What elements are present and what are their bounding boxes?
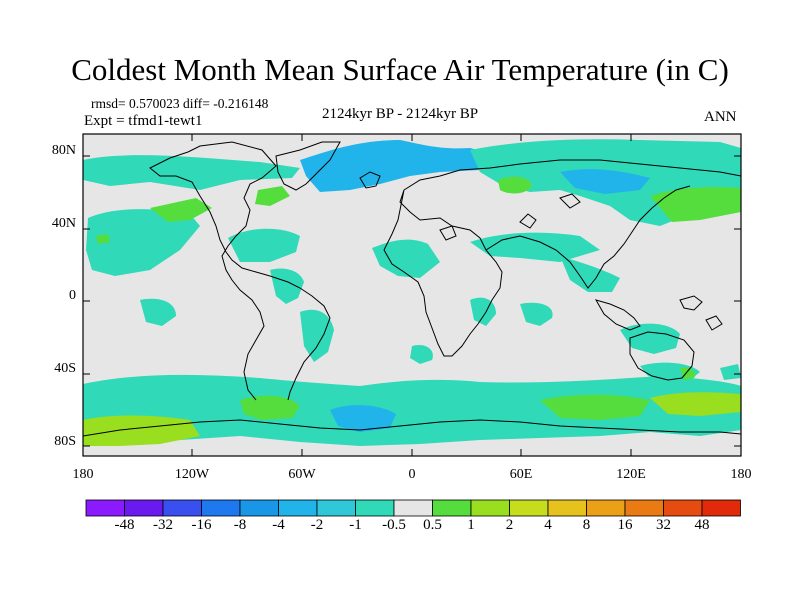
colorbar-label: 8: [582, 517, 591, 533]
colorbar-label: 16: [617, 517, 633, 533]
colorbar-swatch: [509, 499, 549, 517]
colorbar-swatch: [162, 499, 202, 517]
coastline-segment: [403, 159, 741, 191]
coastline-segment: [439, 225, 457, 241]
colorbar-swatch: [85, 499, 125, 517]
plot-title: Coldest Month Mean Surface Air Temperatu…: [71, 52, 729, 87]
colorbar-swatch: [316, 499, 356, 517]
colorbar-swatch: [547, 499, 587, 517]
anomaly-patch-weak-negative: [720, 364, 741, 380]
coastline-segment: [275, 141, 341, 191]
coastline-segment: [83, 419, 741, 437]
anomaly-patch-weak-negative: [86, 209, 200, 276]
anomaly-patch-weak-negative: [228, 228, 300, 262]
coastline-segment: [383, 189, 503, 357]
colorbar-swatch: [432, 499, 472, 517]
y-label-0: 0: [69, 288, 76, 303]
colorbar-label: -16: [191, 517, 212, 533]
stats-label: rmsd= 0.570023 diff= -0.216148: [91, 96, 269, 111]
coastline-segment: [519, 213, 537, 229]
coastlines: [83, 141, 741, 437]
anomaly-patch-weak-negative: [83, 155, 300, 190]
colorbar-label: 0.5: [423, 517, 442, 533]
anomaly-patch-weak-positive: [680, 367, 696, 380]
anomaly-patch-weak-negative: [410, 344, 433, 364]
coastline-segment: [679, 295, 703, 311]
colorbar: [85, 499, 741, 517]
anomaly-patch-weak-positive: [96, 234, 110, 244]
anomaly-patch-weak-positive: [150, 198, 212, 222]
colorbar-swatch: [586, 499, 626, 517]
y-label-80n: 80N: [51, 143, 76, 158]
anomaly-patch-weak-negative: [140, 298, 176, 326]
anomaly-patch-weak-negative: [620, 323, 680, 354]
anomaly-patch-moderate-positive: [83, 415, 200, 446]
anomaly-patch-weak-negative: [372, 239, 440, 278]
anomaly-patch-weak-negative: [83, 374, 741, 446]
colorbar-label: 4: [544, 517, 552, 533]
colorbar-swatch: [355, 499, 395, 517]
y-label-40n: 40N: [51, 216, 76, 231]
x-label-60w: 60W: [288, 467, 316, 482]
x-label-120w: 120W: [174, 467, 210, 482]
coastline-segment: [594, 299, 641, 331]
anomaly-patch-weak-negative: [560, 256, 620, 292]
anomaly-patch-weak-positive: [650, 186, 741, 222]
colorbar-swatch: [239, 499, 279, 517]
anomaly-patches: [83, 139, 741, 446]
colorbar-label: 1: [467, 517, 475, 533]
anomaly-patch-weak-negative: [300, 309, 334, 362]
colorbar-swatch: [701, 499, 741, 517]
experiment-label: Expt = tfmd1-tewt1: [84, 113, 203, 129]
colorbar-label: 32: [656, 517, 671, 533]
coastline-segment: [705, 315, 723, 331]
x-label-0: 0: [408, 467, 416, 482]
axis-ticks: [82, 134, 742, 456]
period-label: 2124kyr BP - 2124kyr BP: [322, 106, 479, 122]
colorbar-swatch: [393, 499, 433, 517]
y-label-40s: 40S: [54, 361, 76, 376]
colorbar-swatch: [663, 499, 703, 517]
colorbar-label: -8: [233, 517, 247, 533]
coastline-segment: [359, 171, 381, 189]
coastline-segment: [149, 151, 271, 277]
coastline-segment: [559, 193, 581, 209]
x-label-120e: 120E: [616, 467, 646, 482]
colorbar-swatch: [201, 499, 241, 517]
x-label-180w: 180: [72, 467, 94, 482]
anomaly-patch-weak-negative: [520, 302, 553, 326]
colorbar-swatch: [470, 499, 510, 517]
anomaly-patch-weak-positive: [240, 395, 300, 420]
colorbar-label: 48: [694, 517, 710, 533]
coastline-segment: [629, 331, 695, 381]
coastline-segment: [269, 275, 331, 401]
anomaly-patch-moderate-positive: [650, 392, 741, 416]
colorbar-label: 2: [505, 517, 514, 533]
coastline-segment: [485, 185, 691, 289]
anomaly-patch-moderate-negative: [330, 405, 396, 432]
anomaly-patch-moderate-negative: [560, 169, 650, 194]
colorbar-label: -32: [153, 517, 173, 533]
season-label: ANN: [704, 109, 737, 125]
colorbar-label: -48: [114, 517, 135, 533]
anomaly-patch-weak-positive: [498, 176, 532, 194]
anomaly-patch-weak-negative: [270, 268, 304, 304]
anomaly-patch-weak-positive: [540, 394, 650, 420]
anomaly-patch-moderate-negative: [300, 140, 500, 192]
colorbar-swatch: [124, 499, 164, 517]
colorbar-label: -4: [272, 517, 285, 533]
colorbar-swatch: [624, 499, 664, 517]
colorbar-label: -1: [349, 517, 362, 533]
x-label-180e: 180: [730, 467, 752, 482]
anomaly-patch-weak-positive: [255, 186, 290, 206]
y-label-80s: 80S: [54, 434, 76, 449]
colorbar-swatch: [278, 499, 318, 517]
colorbar-label: -2: [310, 517, 324, 533]
colorbar-label: -0.5: [382, 517, 406, 533]
x-label-60e: 60E: [509, 467, 533, 482]
